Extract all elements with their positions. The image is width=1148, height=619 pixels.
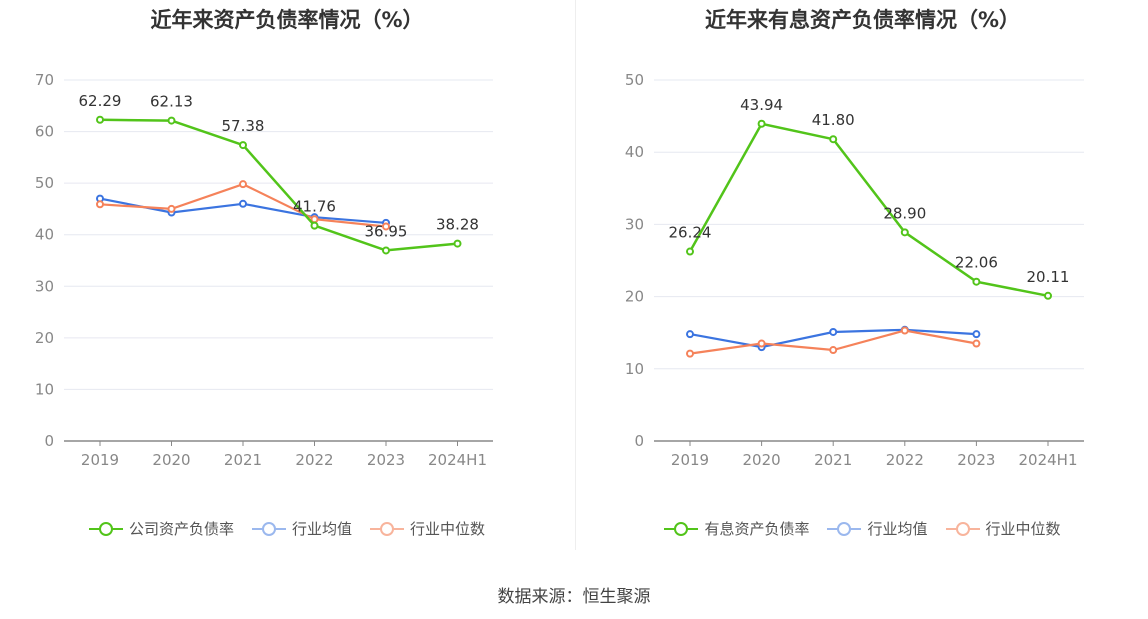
data-point bbox=[96, 200, 104, 209]
data-label: 41.76 bbox=[293, 198, 336, 216]
y-tick-label: 10 bbox=[625, 360, 644, 378]
y-tick-label: 0 bbox=[634, 432, 644, 450]
data-point bbox=[900, 228, 909, 237]
y-tick-label: 10 bbox=[35, 380, 54, 398]
y-tick-label: 30 bbox=[35, 277, 54, 295]
x-tick-label: 2022 bbox=[886, 451, 924, 469]
data-point bbox=[686, 247, 694, 256]
data-label: 38.28 bbox=[436, 216, 479, 234]
data-point bbox=[382, 246, 390, 255]
data-point bbox=[686, 330, 694, 339]
data-point bbox=[239, 199, 247, 208]
x-tick-label: 2020 bbox=[743, 451, 781, 469]
x-tick-label: 2023 bbox=[367, 451, 405, 469]
data-point bbox=[310, 221, 319, 230]
chart-panel-interest-debt-ratio: 近年来有息资产负债率情况（%） 0 10 20 30 40 50 2019 2020 2021 2… bbox=[577, 0, 1148, 560]
legend-item-industry-median[interactable]: 行业中位数 bbox=[945, 518, 1061, 539]
data-point bbox=[239, 180, 247, 189]
legend-item-industry-mean[interactable]: 行业均值 bbox=[251, 518, 352, 539]
data-point bbox=[900, 326, 909, 335]
chart-panel-debt-ratio: 近年来资产负债率情况（%） 0 10 20 30 40 50 60 70 2019 2020 202… bbox=[0, 0, 574, 560]
legend-line-icon bbox=[370, 520, 404, 538]
x-tick-label: 2021 bbox=[814, 451, 852, 469]
legend-label: 行业均值 bbox=[867, 520, 928, 538]
data-label: 20.11 bbox=[1027, 268, 1070, 286]
data-point bbox=[167, 116, 176, 125]
data-point bbox=[167, 204, 176, 213]
legend-label: 公司资产负债率 bbox=[128, 520, 234, 538]
data-point bbox=[829, 346, 838, 355]
data-point bbox=[972, 277, 981, 286]
x-tick-label: 2024H1 bbox=[1019, 451, 1078, 469]
data-label: 41.80 bbox=[812, 111, 855, 129]
legend-line-icon bbox=[664, 520, 699, 538]
y-tick-label: 40 bbox=[625, 143, 644, 161]
data-point bbox=[686, 349, 694, 358]
chart-legend: 有息资产负债率 行业均值 行业中位数 bbox=[577, 518, 1148, 539]
x-tick-label: 2019 bbox=[671, 451, 709, 469]
data-label: 62.13 bbox=[150, 93, 193, 111]
data-point bbox=[757, 339, 766, 348]
data-point bbox=[382, 222, 390, 231]
chart-title: 近年来资产负债率情况（%） bbox=[150, 8, 424, 32]
x-tick-label: 2022 bbox=[295, 451, 333, 469]
line-chart-interest-debt-ratio: 0 10 20 30 40 50 2019 2020 2021 2022 2023 2024H1 26.… bbox=[625, 71, 1084, 469]
data-label: 62.29 bbox=[79, 92, 122, 110]
legend-line-icon bbox=[88, 520, 123, 538]
data-label: 28.90 bbox=[883, 204, 926, 222]
legend-line-icon bbox=[251, 520, 286, 538]
legend-item-industry-mean[interactable]: 行业均值 bbox=[827, 518, 928, 539]
data-point bbox=[310, 215, 319, 224]
x-tick-label: 2020 bbox=[152, 451, 190, 469]
data-point bbox=[829, 327, 838, 336]
x-tick-label: 2024H1 bbox=[428, 451, 487, 469]
data-point bbox=[453, 239, 462, 248]
legend-item-industry-median[interactable]: 行业中位数 bbox=[370, 518, 485, 539]
data-label: 26.24 bbox=[669, 224, 712, 242]
y-tick-label: 50 bbox=[35, 174, 54, 192]
legend-line-icon bbox=[945, 520, 980, 538]
legend-label: 行业中位数 bbox=[985, 520, 1061, 538]
data-point bbox=[96, 115, 104, 124]
y-tick-label: 60 bbox=[35, 123, 54, 141]
data-point bbox=[972, 330, 981, 339]
chart-legend: 公司资产负债率 行业均值 行业中位数 bbox=[0, 518, 574, 539]
data-source-note: 数据来源：恒生聚源 bbox=[497, 587, 651, 607]
y-tick-label: 50 bbox=[625, 71, 644, 89]
data-label: 22.06 bbox=[955, 254, 998, 272]
y-tick-label: 40 bbox=[35, 226, 54, 244]
x-tick-label: 2021 bbox=[224, 451, 262, 469]
data-point bbox=[757, 119, 766, 128]
x-tick-label: 2023 bbox=[957, 451, 995, 469]
y-tick-label: 70 bbox=[35, 71, 54, 89]
x-tick-label: 2019 bbox=[81, 451, 119, 469]
y-tick-label: 30 bbox=[625, 215, 644, 233]
legend-line-icon bbox=[827, 520, 862, 538]
data-label: 36.95 bbox=[365, 222, 408, 240]
series-line bbox=[688, 122, 1049, 298]
legend-item-company[interactable]: 有息资产负债率 bbox=[664, 518, 809, 539]
legend-item-company[interactable]: 公司资产负债率 bbox=[88, 518, 234, 539]
y-tick-label: 20 bbox=[625, 288, 644, 306]
legend-label: 行业中位数 bbox=[410, 520, 486, 538]
legend-label: 有息资产负债率 bbox=[704, 520, 810, 538]
legend-label: 行业均值 bbox=[291, 520, 352, 538]
data-point bbox=[829, 135, 838, 144]
series-line bbox=[99, 118, 458, 252]
panel-divider bbox=[575, 0, 576, 550]
data-point bbox=[239, 141, 247, 150]
y-tick-label: 0 bbox=[44, 432, 54, 450]
chart-title: 近年来有息资产负债率情况（%） bbox=[704, 8, 1021, 32]
data-point bbox=[972, 339, 981, 348]
line-chart-debt-ratio: 0 10 20 30 40 50 60 70 2019 2020 2021 2022 2023 2024H… bbox=[35, 71, 493, 469]
y-tick-label: 20 bbox=[35, 329, 54, 347]
data-label: 43.94 bbox=[740, 96, 783, 114]
data-point bbox=[1044, 291, 1052, 300]
data-label: 57.38 bbox=[222, 117, 265, 135]
